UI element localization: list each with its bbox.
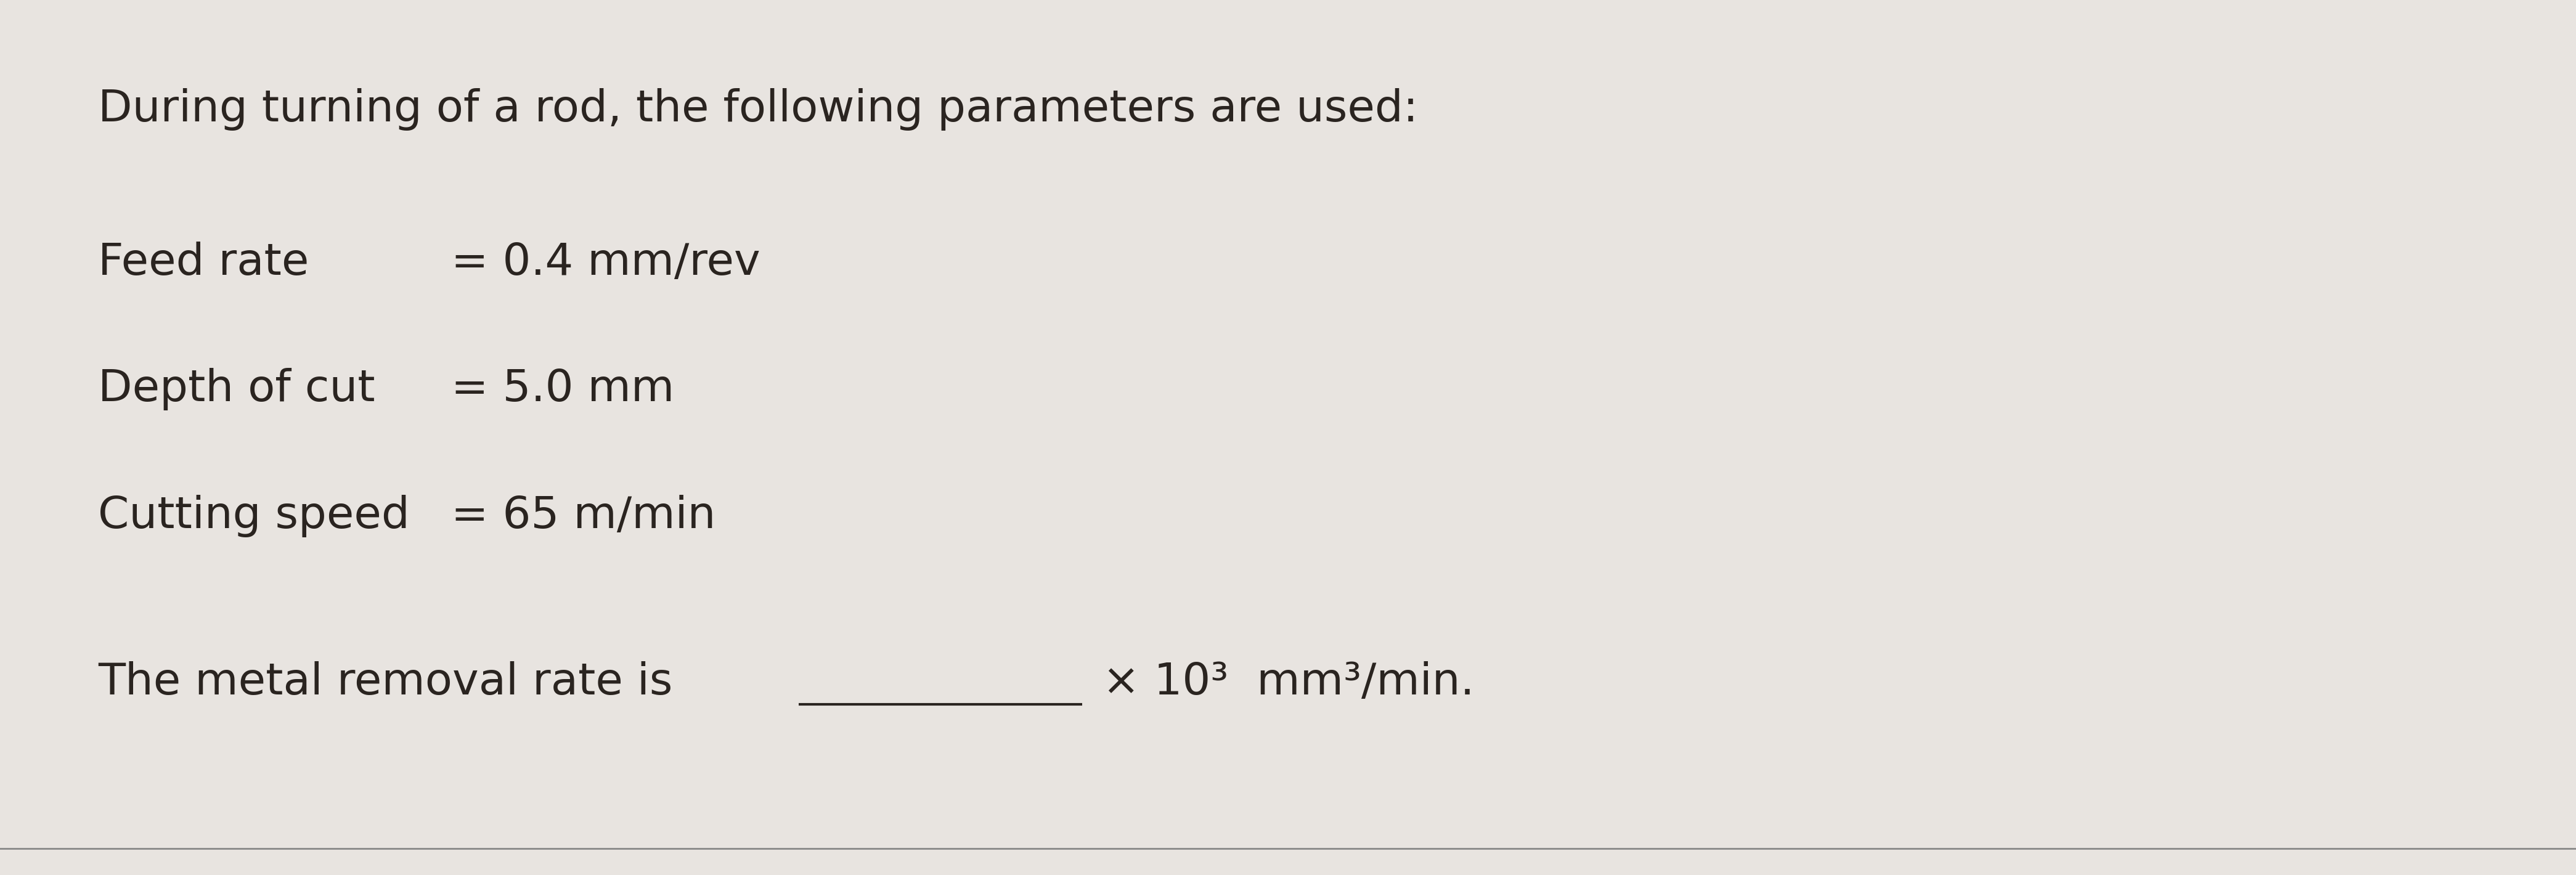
Text: Depth of cut: Depth of cut (98, 368, 376, 410)
Text: Feed rate: Feed rate (98, 242, 309, 283)
Text: During turning of a rod, the following parameters are used:: During turning of a rod, the following p… (98, 88, 1417, 130)
Text: = 5.0 mm: = 5.0 mm (451, 368, 675, 410)
Text: = 0.4 mm/rev: = 0.4 mm/rev (451, 242, 760, 283)
Text: The metal removal rate is: The metal removal rate is (98, 661, 672, 704)
Text: = 65 m/min: = 65 m/min (451, 495, 716, 537)
Text: × 10³  mm³/min.: × 10³ mm³/min. (1103, 661, 1473, 704)
Text: Cutting speed: Cutting speed (98, 495, 410, 537)
